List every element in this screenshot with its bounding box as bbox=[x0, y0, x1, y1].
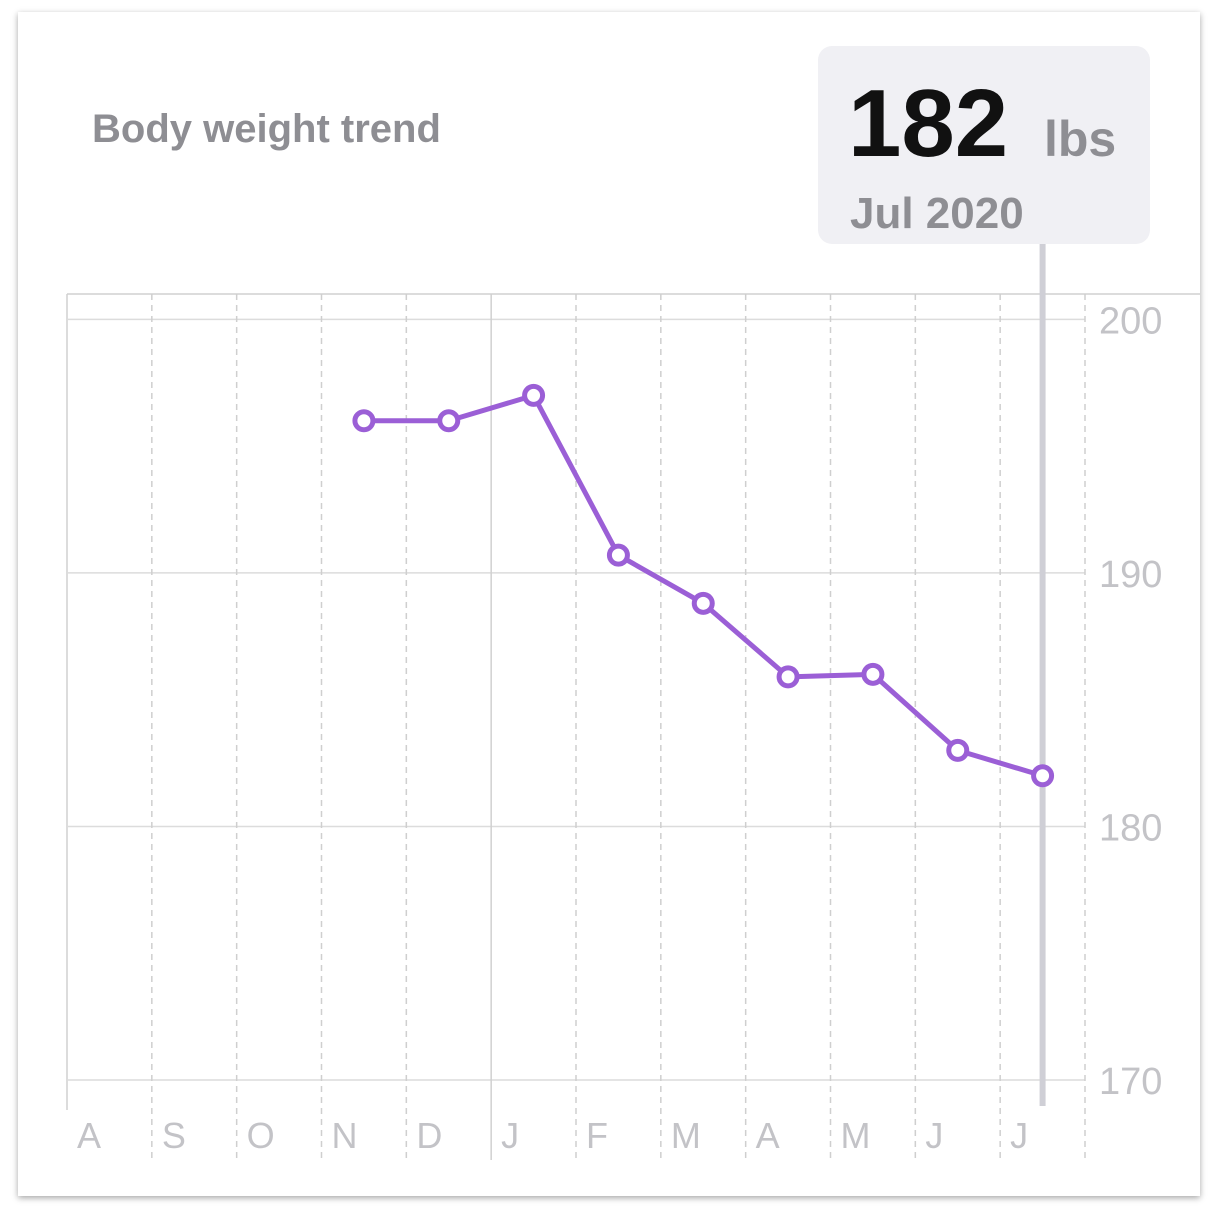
point bbox=[946, 738, 970, 762]
x-tick-label: N bbox=[332, 1115, 358, 1156]
x-tick-label: J bbox=[1010, 1115, 1028, 1156]
chart-title: Body weight trend bbox=[92, 107, 441, 151]
x-tick-label: J bbox=[501, 1115, 519, 1156]
tooltip-date: Jul 2020 bbox=[850, 189, 1024, 238]
point bbox=[776, 665, 800, 689]
x-tick-label: O bbox=[247, 1115, 275, 1156]
point bbox=[606, 543, 630, 567]
x-tick-label: M bbox=[841, 1115, 871, 1156]
point bbox=[861, 662, 885, 686]
tooltip-value: 182 bbox=[848, 70, 1008, 177]
point bbox=[437, 409, 461, 433]
y-tick-label: 190 bbox=[1099, 554, 1162, 596]
x-tick-label: A bbox=[77, 1115, 101, 1156]
point bbox=[691, 591, 715, 615]
y-tick-label: 200 bbox=[1099, 300, 1162, 342]
x-tick-label: F bbox=[586, 1115, 608, 1156]
line bbox=[363, 392, 1044, 779]
tooltip-unit: lbs bbox=[1044, 111, 1116, 167]
y-tick-label: 170 bbox=[1099, 1061, 1162, 1103]
x-tick-label: S bbox=[162, 1115, 186, 1156]
tooltip-box bbox=[818, 46, 1150, 244]
x-tick-label: J bbox=[925, 1115, 943, 1156]
x-tick-label: M bbox=[671, 1115, 701, 1156]
x-tick-label: D bbox=[416, 1115, 442, 1156]
x-tick-label: A bbox=[756, 1115, 780, 1156]
point bbox=[1031, 764, 1055, 788]
y-tick-label: 180 bbox=[1099, 807, 1162, 849]
point bbox=[352, 409, 376, 433]
point bbox=[522, 383, 546, 407]
